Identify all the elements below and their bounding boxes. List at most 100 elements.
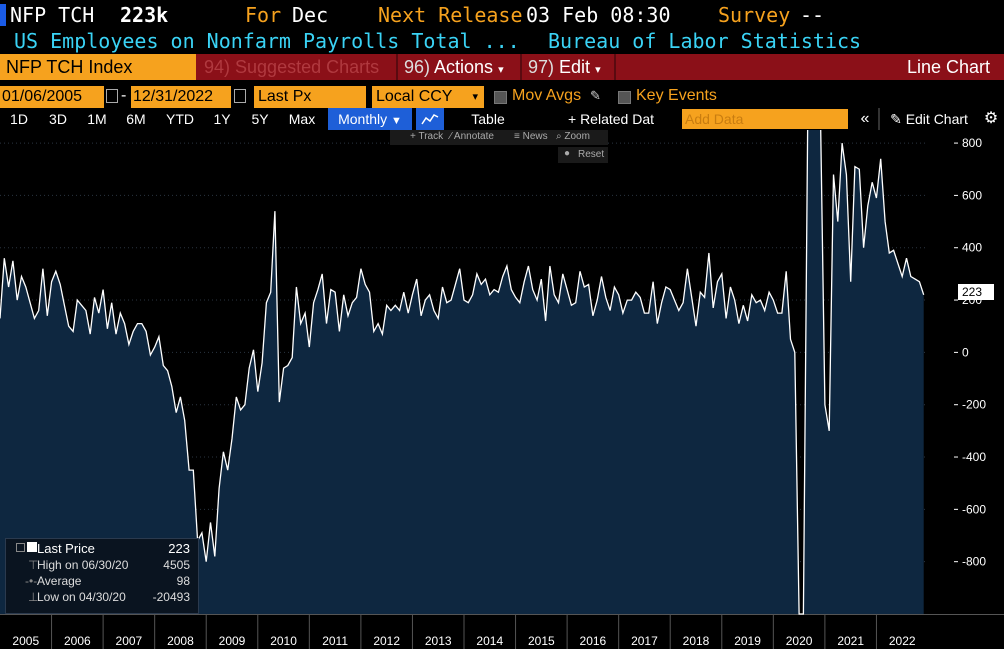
- zoom-tool[interactable]: ⌕ Zoom: [556, 131, 590, 142]
- y-tick-label: 400: [962, 241, 982, 255]
- y-tick-label: 800: [962, 136, 982, 150]
- chart-controls: 01/06/2005 - 12/31/2022 Last Px Local CC…: [0, 86, 1004, 108]
- start-date-input[interactable]: 01/06/2005: [0, 86, 104, 108]
- separator: [878, 108, 880, 130]
- last-value-tag: 223: [958, 284, 994, 300]
- crosshair-icon: +: [410, 131, 416, 142]
- edit-menu-button[interactable]: 97) Edit ▾: [528, 57, 601, 77]
- separator: [520, 54, 522, 80]
- x-tick-label: 2007: [116, 634, 143, 648]
- x-tick-label: 2014: [476, 634, 503, 648]
- x-tick-label: 2010: [270, 634, 297, 648]
- collapse-icon[interactable]: «: [860, 110, 870, 127]
- chart-tools-bar: + Track ⁄ Annotate ≡ News ⌕ Zoom: [390, 130, 608, 145]
- news-tool[interactable]: ≡ News: [514, 131, 548, 142]
- series-area-fill: [0, 130, 924, 614]
- y-tick-label: 600: [962, 188, 982, 202]
- x-tick-label: 2017: [631, 634, 658, 648]
- y-tick-label: -200: [962, 398, 986, 412]
- series-line: [0, 130, 925, 615]
- period-max-button[interactable]: Max: [288, 111, 316, 127]
- calendar-icon[interactable]: [106, 89, 118, 103]
- pencil-icon: ✎: [890, 111, 902, 127]
- period-bar: 1D 3D 1M 6M YTD 1Y 5Y Max Monthly ▼ Tabl…: [0, 108, 1004, 130]
- legend-box-icon[interactable]: [16, 543, 25, 552]
- add-data-input[interactable]: Add Data: [682, 109, 848, 129]
- caret-down-icon: ▾: [472, 91, 478, 103]
- ticker-marker: [0, 4, 6, 26]
- x-tick-label: 2021: [837, 634, 864, 648]
- zoom-icon: ⌕: [556, 131, 562, 142]
- currency-select[interactable]: Local CCY ▾: [372, 86, 484, 108]
- key-events-checkbox[interactable]: [618, 91, 631, 104]
- next-release-value: 03 Feb 08:30: [526, 3, 671, 27]
- annotate-tool[interactable]: ⁄ Annotate: [450, 131, 494, 142]
- edit-chart-button[interactable]: ✎ Edit Chart: [890, 111, 968, 127]
- frequency-select[interactable]: Monthly ▼: [328, 108, 412, 130]
- legend-low: ⊥ Low on 04/30/20 -20493: [28, 590, 190, 604]
- survey-value: --: [800, 3, 825, 27]
- x-tick-label: 2005: [12, 634, 39, 648]
- legend-high: ⊤ High on 06/30/20 4505: [28, 558, 190, 572]
- next-release-label: Next Release: [378, 3, 523, 27]
- period-1d-button[interactable]: 1D: [10, 111, 28, 127]
- table-button[interactable]: Table: [471, 111, 505, 127]
- period-3d-button[interactable]: 3D: [49, 111, 67, 127]
- for-value: Dec: [292, 3, 329, 27]
- reset-button[interactable]: ● Reset: [558, 147, 608, 163]
- chart-legend: Last Price 223 ⊤ High on 06/30/20 4505 -…: [5, 538, 199, 614]
- data-source: Bureau of Labor Statistics: [548, 29, 862, 53]
- function-toolbar: NFP TCH Index 94) Suggested Charts 96) A…: [0, 54, 1004, 80]
- suggested-charts-button[interactable]: 94) Suggested Charts: [204, 57, 380, 77]
- period-6m-button[interactable]: 6M: [126, 111, 146, 127]
- track-tool[interactable]: + Track: [410, 131, 444, 142]
- current-value: 223k: [120, 3, 169, 27]
- end-date-input[interactable]: 12/31/2022: [131, 86, 231, 108]
- survey-label: Survey: [718, 3, 791, 27]
- actions-menu-button[interactable]: 96) Actions ▾: [404, 57, 504, 77]
- y-tick-label: -800: [962, 555, 986, 569]
- mov-avgs-label[interactable]: Mov Avgs: [512, 87, 582, 104]
- header-bar: NFP TCH 223k For Dec Next Release 03 Feb…: [0, 0, 1004, 28]
- x-tick-label: 2011: [322, 634, 348, 648]
- x-tick-label: 2012: [373, 634, 400, 648]
- separator: [396, 54, 398, 80]
- y-tick-label: 0: [962, 345, 969, 359]
- reset-icon: ●: [564, 148, 571, 159]
- period-1m-button[interactable]: 1M: [87, 111, 107, 127]
- caret-down-icon: ▼: [391, 115, 402, 127]
- description-bar: US Employees on Nonfarm Payrolls Total .…: [0, 28, 1004, 54]
- period-1y-button[interactable]: 1Y: [213, 111, 231, 127]
- x-tick-label: 2015: [528, 634, 555, 648]
- mov-avgs-checkbox[interactable]: [494, 91, 507, 104]
- pencil-icon[interactable]: ✎: [590, 88, 601, 103]
- x-tick-label: 2018: [683, 634, 710, 648]
- separator: [614, 54, 616, 80]
- chart-type-label: Line Chart: [906, 57, 990, 77]
- related-data-button[interactable]: + Related Dat: [568, 111, 654, 127]
- date-dash: -: [121, 87, 127, 104]
- gear-icon[interactable]: ⚙: [983, 110, 999, 127]
- security-input[interactable]: NFP TCH Index: [0, 54, 196, 80]
- low-marker-icon: ⊥: [28, 590, 39, 604]
- x-tick-label: 2013: [425, 634, 452, 648]
- high-marker-icon: ⊤: [28, 558, 39, 572]
- calendar-icon[interactable]: [234, 89, 246, 103]
- key-events-label[interactable]: Key Events: [636, 87, 717, 104]
- legend-swatch: [27, 542, 37, 552]
- period-5y-button[interactable]: 5Y: [251, 111, 269, 127]
- for-label: For: [245, 3, 282, 27]
- line-chart-icon[interactable]: [416, 108, 444, 130]
- pencil-icon: ⁄: [450, 131, 452, 142]
- legend-last-price: Last Price 223: [6, 541, 196, 558]
- x-tick-label: 2006: [64, 634, 91, 648]
- x-tick-label: 2020: [786, 634, 813, 648]
- legend-average: -•- Average 98: [25, 574, 190, 588]
- caret-down-icon: ▾: [595, 64, 601, 76]
- x-tick-label: 2022: [889, 634, 916, 648]
- security-description: US Employees on Nonfarm Payrolls Total .…: [14, 29, 520, 53]
- field-select[interactable]: Last Px: [254, 86, 366, 108]
- caret-down-icon: ▾: [498, 64, 504, 76]
- x-tick-label: 2019: [734, 634, 761, 648]
- period-ytd-button[interactable]: YTD: [166, 111, 194, 127]
